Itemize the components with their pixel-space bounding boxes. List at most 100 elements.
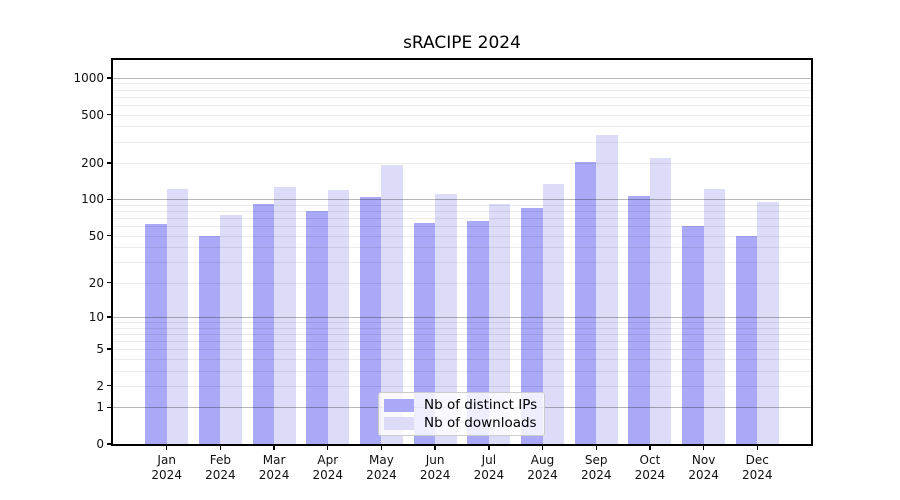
x-tick-mark	[219, 446, 222, 450]
bar-may-ips	[359, 196, 382, 444]
y-tick-mark	[107, 113, 111, 116]
x-tick-label: Jan 2024	[151, 453, 182, 482]
x-tick-label: Feb 2024	[205, 453, 236, 482]
y-tick-label: 1	[96, 400, 104, 415]
major-gridline	[113, 199, 811, 201]
bar-nov-ips	[682, 226, 704, 444]
legend-item-distinct-ips: Nb of distinct IPs	[384, 397, 538, 413]
minor-gridline	[113, 226, 811, 228]
minor-gridline	[113, 114, 811, 116]
x-tick-mark	[380, 446, 383, 450]
minor-gridline	[113, 333, 811, 335]
x-tick-mark	[756, 446, 758, 450]
minor-gridline	[113, 204, 811, 206]
minor-gridline	[113, 96, 811, 98]
bar-aug-ips	[521, 207, 543, 444]
y-tick-mark	[107, 198, 111, 201]
minor-gridline	[113, 321, 811, 323]
x-tick-mark	[488, 446, 490, 450]
minor-gridline	[113, 282, 811, 284]
x-tick-mark	[434, 446, 436, 450]
minor-gridline	[113, 162, 811, 164]
y-tick-label: 10	[88, 309, 104, 324]
bar-may-downloads	[381, 165, 403, 444]
bar-jul-downloads	[488, 203, 511, 444]
x-tick-label: Aug 2024	[527, 453, 558, 482]
y-tick-mark	[107, 281, 111, 284]
x-tick-label: Nov 2024	[688, 453, 719, 482]
minor-gridline	[113, 218, 811, 220]
y-tick-label: 1000	[73, 70, 104, 85]
x-tick-label: Jul 2024	[473, 453, 505, 482]
y-tick-label: 0	[96, 437, 104, 451]
bar-feb-ips	[198, 235, 221, 444]
bar-jun-ips	[413, 222, 436, 444]
bar-dec-downloads	[757, 201, 779, 444]
bar-jan-downloads	[166, 189, 189, 444]
bar-sep-downloads	[596, 134, 618, 444]
y-tick-label: 100	[81, 192, 104, 207]
bar-oct-ips	[628, 195, 650, 444]
x-tick-mark	[165, 446, 168, 450]
x-tick-mark	[702, 446, 705, 450]
x-tick-label: Dec 2024	[742, 453, 773, 482]
x-tick-mark	[541, 446, 544, 450]
y-tick-mark	[107, 316, 111, 318]
bar-mar-ips	[252, 203, 275, 444]
bar-mar-downloads	[274, 187, 296, 444]
y-tick-label: 50	[88, 228, 104, 243]
x-tick-mark	[327, 446, 329, 450]
bar-apr-ips	[306, 211, 328, 444]
y-tick-mark	[107, 443, 111, 445]
legend-item-downloads: Nb of downloads	[384, 415, 538, 431]
minor-gridline	[113, 89, 811, 91]
x-tick-label: May 2024	[366, 453, 397, 482]
minor-gridline	[113, 349, 811, 351]
minor-gridline	[113, 247, 811, 249]
bar-nov-downloads	[703, 188, 726, 444]
minor-gridline	[113, 235, 811, 237]
legend-swatch-distinct-ips	[384, 398, 414, 412]
y-tick-mark	[107, 162, 111, 164]
major-gridline	[113, 316, 811, 318]
y-tick-mark	[107, 385, 111, 387]
legend-swatch-downloads	[384, 416, 414, 430]
minor-gridline	[113, 370, 811, 372]
y-tick-mark	[107, 234, 111, 237]
x-tick-label: Sep 2024	[580, 453, 612, 482]
x-tick-mark	[595, 446, 597, 450]
minor-gridline	[113, 83, 811, 85]
minor-gridline	[113, 385, 811, 387]
plot-area	[111, 58, 813, 446]
bar-sep-ips	[574, 162, 597, 444]
legend-label-downloads: Nb of downloads	[424, 415, 537, 431]
minor-gridline	[113, 340, 811, 342]
y-tick-label: 500	[81, 107, 104, 122]
bar-jun-downloads	[435, 193, 457, 444]
minor-gridline	[113, 104, 811, 106]
y-tick-label: 5	[96, 342, 104, 357]
x-tick-label: Jun 2024	[419, 453, 451, 482]
x-tick-label: Oct 2024	[634, 453, 666, 482]
bar-apr-downloads	[327, 190, 350, 444]
minor-gridline	[113, 126, 811, 128]
y-tick-label: 2	[96, 378, 104, 393]
minor-gridline	[113, 358, 811, 360]
bar-dec-ips	[735, 235, 758, 444]
bar-jul-ips	[467, 221, 489, 444]
y-tick-mark	[107, 348, 111, 350]
legend: Nb of distinct IPs Nb of downloads	[378, 392, 545, 436]
x-tick-mark	[273, 446, 275, 450]
x-tick-label: Mar 2024	[258, 453, 290, 482]
legend-label-distinct-ips: Nb of distinct IPs	[424, 397, 538, 413]
y-tick-mark	[107, 406, 111, 408]
x-tick-mark	[649, 446, 651, 450]
chart-title: sRACIPE 2024	[403, 33, 521, 53]
y-tick-label: 200	[81, 155, 104, 170]
bar-feb-downloads	[220, 215, 242, 444]
y-tick-mark	[107, 77, 111, 79]
minor-gridline	[113, 211, 811, 213]
minor-gridline	[113, 327, 811, 329]
x-tick-label: Apr 2024	[312, 453, 344, 482]
